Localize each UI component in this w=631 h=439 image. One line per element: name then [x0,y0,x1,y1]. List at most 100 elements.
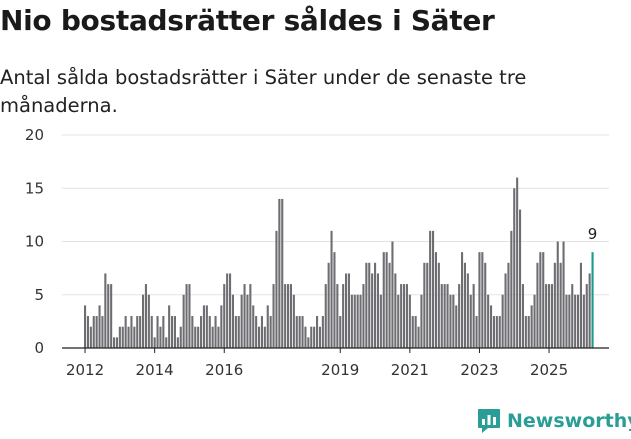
bar [426,262,429,348]
bar [478,252,481,348]
bar [220,305,223,348]
bar [536,262,539,348]
bar [185,284,188,348]
bar [588,273,591,348]
bar [333,252,336,348]
bar [246,294,249,348]
bar [414,316,417,348]
bar [104,273,107,348]
bar [281,198,284,348]
bar [263,326,266,348]
bar [397,294,400,348]
bar [278,198,281,348]
bar [287,284,290,348]
bar [86,316,89,348]
bar [461,252,464,348]
bar [574,294,577,348]
bar [484,262,487,348]
bar [481,252,484,348]
bar [469,294,472,348]
bar [516,177,519,348]
bar [356,294,359,348]
bar [446,284,449,348]
bar [420,294,423,348]
bar [208,316,211,348]
bar [376,273,379,348]
bar [136,316,139,348]
bar [550,284,553,348]
bar [353,294,356,348]
bar [318,326,321,348]
bar [191,316,194,348]
x-tick-label: 2016 [205,361,243,379]
bar [231,294,234,348]
bar [524,316,527,348]
bar [168,305,171,348]
bar [272,284,275,348]
bar [171,316,174,348]
bar [542,252,545,348]
bar [342,284,345,348]
bar [585,284,588,348]
x-tick-label: 2014 [136,361,174,379]
bar [411,316,414,348]
bar [330,230,333,348]
bar [240,294,243,348]
bar [118,326,121,348]
bar [487,294,490,348]
bar [539,252,542,348]
bar [284,284,287,348]
bar [455,305,458,348]
bar [243,284,246,348]
bar [179,326,182,348]
bar [202,305,205,348]
bar [463,262,466,348]
bar [113,337,116,348]
bar [443,284,446,348]
bar [98,305,101,348]
bar [327,262,330,348]
bar [144,284,147,348]
bar [205,305,208,348]
bar [298,316,301,348]
bar [582,294,585,348]
bar [310,326,313,348]
bar [188,284,191,348]
bar [200,316,203,348]
bar [391,241,394,348]
bar [553,262,556,348]
newsworthy-logo-icon [478,409,500,433]
x-tick-label: 2021 [391,361,429,379]
bar [368,262,371,348]
bar [510,230,513,348]
bar [568,294,571,348]
chart-title: Nio bostadsrätter såldes i Säter [0,4,495,37]
bar [313,326,316,348]
bar [121,326,124,348]
bar [565,294,568,348]
brand-name: Newsworthy [507,410,631,432]
bar [211,326,214,348]
bar [295,316,298,348]
bar [156,316,159,348]
bar [223,284,226,348]
bar [258,326,261,348]
bar [84,305,87,348]
bar [107,284,110,348]
bar [501,294,504,348]
bar [458,284,461,348]
bar [498,316,501,348]
bar [252,305,255,348]
bar [249,284,252,348]
bar [521,284,524,348]
chart-subtitle: Antal sålda bostadsrätter i Säter under … [0,66,527,117]
bar [452,294,455,348]
bar [579,262,582,348]
bar [556,241,559,348]
bar [385,252,388,348]
bar [165,337,168,348]
bar [217,326,220,348]
bar [571,284,574,348]
bar [304,326,307,348]
bar [371,273,374,348]
